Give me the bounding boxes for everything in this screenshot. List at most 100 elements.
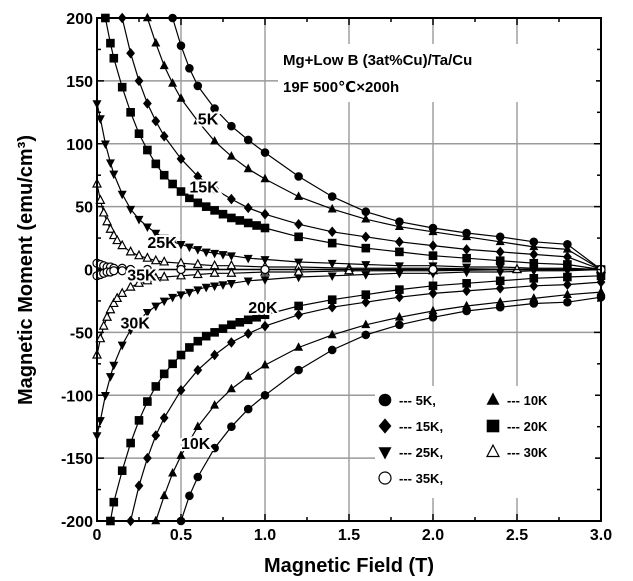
data-point [428, 312, 438, 322]
data-point [395, 247, 404, 257]
data-point [260, 359, 270, 369]
data-point [108, 229, 119, 240]
data-point [209, 267, 220, 277]
data-point [168, 179, 177, 189]
data-point [151, 159, 161, 169]
data-point [462, 253, 471, 263]
data-point [95, 115, 105, 124]
data-point [176, 450, 186, 459]
data-point [184, 243, 194, 253]
data-point [150, 254, 161, 265]
data-point [462, 263, 472, 273]
data-point [227, 422, 236, 431]
data-point [495, 283, 505, 294]
y-tick-label: -150 [61, 451, 93, 468]
data-point [176, 187, 186, 196]
data-point [159, 412, 169, 424]
data-point [210, 328, 219, 337]
data-point [109, 361, 119, 371]
series-30K-upper [92, 178, 606, 274]
curve-label: 35K [127, 268, 157, 285]
data-point [495, 256, 505, 265]
data-point [210, 349, 219, 361]
data-point [210, 206, 219, 215]
legend-label: --- 30K [507, 445, 548, 460]
annotation-background [278, 44, 596, 102]
data-point [185, 343, 194, 352]
series-line [121, 17, 602, 271]
data-point [176, 264, 186, 275]
data-point [143, 397, 152, 406]
data-point [495, 246, 505, 258]
data-point [95, 417, 105, 426]
legend-background [375, 386, 595, 498]
data-point [218, 251, 228, 260]
data-point [260, 390, 270, 400]
data-point [176, 384, 186, 396]
data-point [176, 241, 186, 250]
data-point [294, 172, 303, 181]
data-point [109, 497, 119, 507]
data-point [151, 430, 161, 441]
curve-label: 30K [121, 315, 151, 332]
curve-labels: 5K 15K 25K 35K 30K 20K 10K [119, 110, 280, 455]
data-point [294, 365, 303, 375]
data-point [176, 93, 186, 102]
data-point [260, 264, 270, 275]
series-10K-upper [142, 12, 606, 273]
data-point [201, 248, 211, 258]
data-point [95, 194, 106, 204]
data-point [100, 140, 110, 149]
legend-label: --- 5K, [399, 393, 436, 408]
legend-label: --- 35K, [399, 471, 443, 486]
series-15K-lower [126, 276, 606, 527]
data-point [243, 135, 253, 145]
data-point [294, 301, 303, 311]
data-point [218, 324, 228, 333]
data-point [142, 308, 152, 318]
data-point [226, 151, 236, 160]
annotation-line-1: Mg+Low B (3at%Cu)/Ta/Cu [283, 52, 472, 69]
data-point [210, 443, 219, 453]
data-point [260, 320, 270, 332]
data-point [192, 268, 203, 279]
legend-marker [378, 447, 392, 460]
series-20K-lower [106, 271, 606, 526]
data-point [193, 472, 203, 482]
data-point [252, 221, 261, 230]
legend-entry: --- 30K [486, 443, 548, 460]
data-point [243, 254, 253, 264]
data-point [159, 170, 169, 180]
data-point [260, 223, 270, 233]
data-point [327, 272, 337, 282]
data-point [252, 312, 261, 322]
data-point [126, 326, 136, 336]
data-point [109, 170, 119, 180]
data-point [142, 264, 152, 275]
data-point [126, 205, 136, 215]
data-point [462, 279, 471, 288]
data-point [98, 207, 109, 217]
data-point [126, 438, 135, 448]
data-point [529, 280, 539, 292]
data-point [176, 269, 186, 280]
data-point [260, 148, 270, 157]
data-point [294, 232, 303, 242]
data-point [159, 256, 170, 266]
data-point [462, 244, 471, 255]
data-point [243, 218, 253, 228]
data-point [361, 261, 371, 270]
data-point [112, 292, 123, 303]
data-point [327, 192, 337, 201]
data-point [117, 266, 127, 276]
legend-entry: --- 25K, [378, 445, 443, 460]
data-point [117, 82, 127, 92]
data-point [428, 281, 438, 291]
data-point [327, 295, 337, 304]
data-point [201, 331, 211, 341]
data-point [361, 231, 371, 243]
data-point [327, 259, 337, 269]
data-point [168, 359, 177, 369]
data-point [243, 202, 253, 214]
data-point [151, 229, 161, 239]
